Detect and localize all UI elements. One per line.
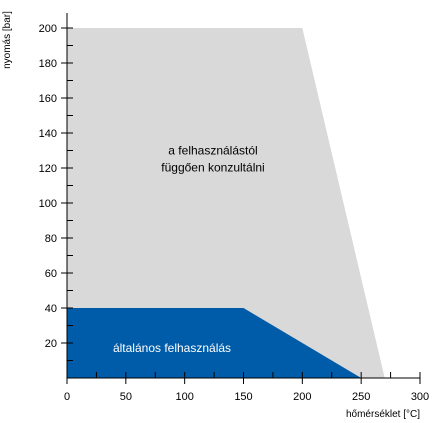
region-1	[67, 308, 362, 378]
y-tick-label-140: 140	[39, 128, 57, 140]
axes: 20 40 60 80 100 120 140 160 180 200 0 50 100 150 200 25…	[39, 13, 429, 403]
x-tick-label-250: 250	[352, 391, 370, 403]
x-tick-label-300: 300	[411, 391, 429, 403]
y-tick-label-60: 60	[45, 268, 57, 280]
region-label-1-line-0: általános felhasználás	[113, 341, 231, 355]
region-label-0-line-0: a felhasználástól	[168, 144, 257, 158]
y-tick-label-160: 160	[39, 93, 57, 105]
y-tick-label-120: 120	[39, 163, 57, 175]
y-tick-label-20: 20	[45, 338, 57, 350]
x-tick-label-150: 150	[234, 391, 252, 403]
x-axis-title: hőmérséklet [°C]	[346, 409, 420, 420]
x-tick-label-100: 100	[175, 391, 193, 403]
x-tick-label-200: 200	[293, 391, 311, 403]
y-tick-label-40: 40	[45, 303, 57, 315]
x-tick-label-0: 0	[64, 391, 70, 403]
y-tick-label-80: 80	[45, 233, 57, 245]
region-0	[67, 28, 385, 378]
x-tick-label-50: 50	[120, 391, 132, 403]
y-tick-label-200: 200	[39, 23, 57, 35]
region-labels: a felhasználástól függően konzultálni álta…	[113, 144, 265, 356]
y-axis-title: nyomás [bar]	[2, 11, 13, 69]
y-tick-label-100: 100	[39, 198, 57, 210]
y-tick-label-180: 180	[39, 58, 57, 70]
regions	[67, 28, 385, 378]
region-label-0-line-1: függően konzultálni	[161, 161, 264, 175]
